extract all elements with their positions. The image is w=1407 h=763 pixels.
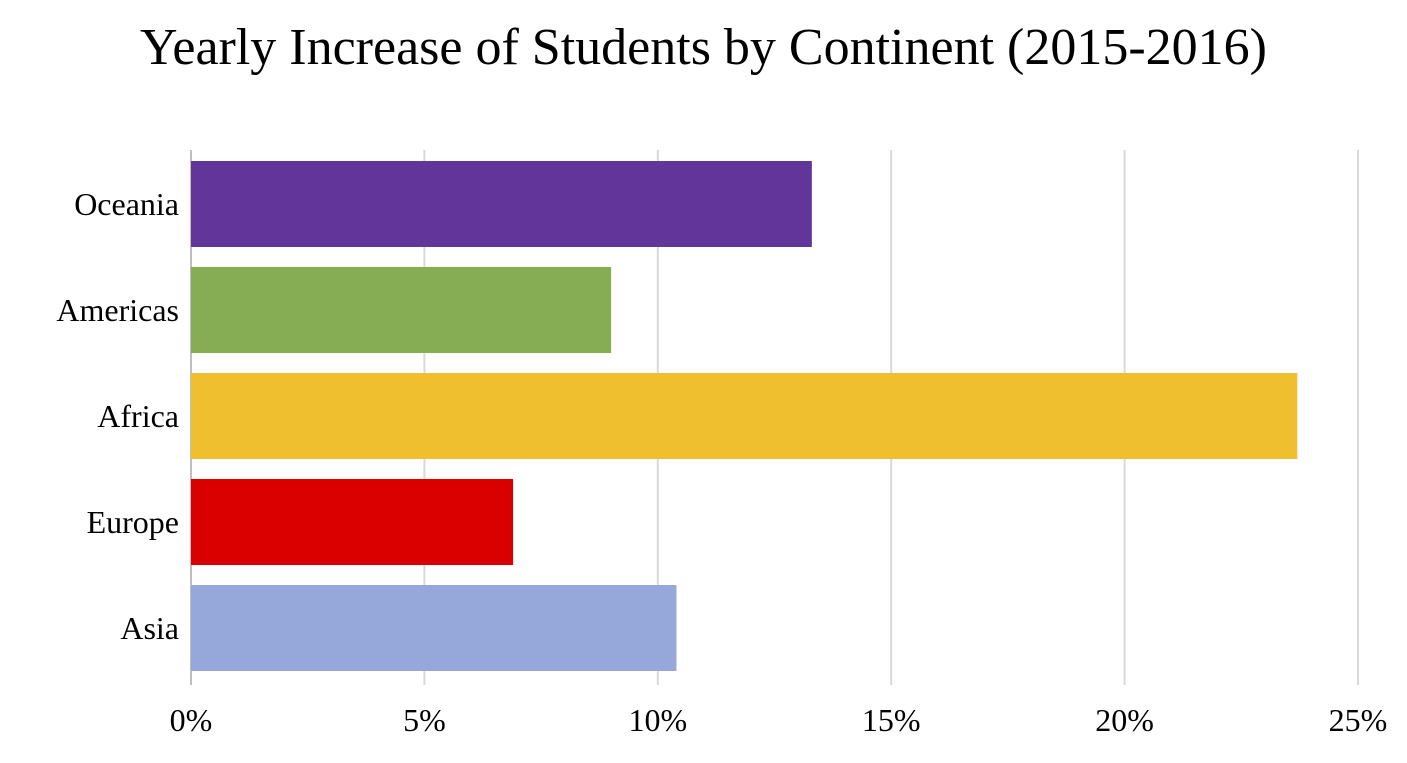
y-category-label: Africa (97, 398, 179, 434)
y-category-label: Asia (120, 610, 179, 646)
x-tick-label: 5% (403, 702, 446, 738)
bar-asia (191, 585, 677, 671)
bar-americas (191, 267, 612, 353)
bar-africa (191, 373, 1298, 459)
x-tick-label: 25% (1329, 702, 1388, 738)
y-category-label: Oceania (74, 186, 179, 222)
bar-europe (191, 479, 514, 565)
y-category-label: Americas (56, 292, 179, 328)
bar-oceania (191, 161, 812, 247)
x-tick-label: 20% (1095, 702, 1154, 738)
x-tick-label: 0% (170, 702, 213, 738)
chart-title: Yearly Increase of Students by Continent… (140, 19, 1267, 76)
y-category-label: Europe (87, 504, 179, 540)
x-tick-label: 10% (628, 702, 687, 738)
x-tick-label: 15% (862, 702, 921, 738)
